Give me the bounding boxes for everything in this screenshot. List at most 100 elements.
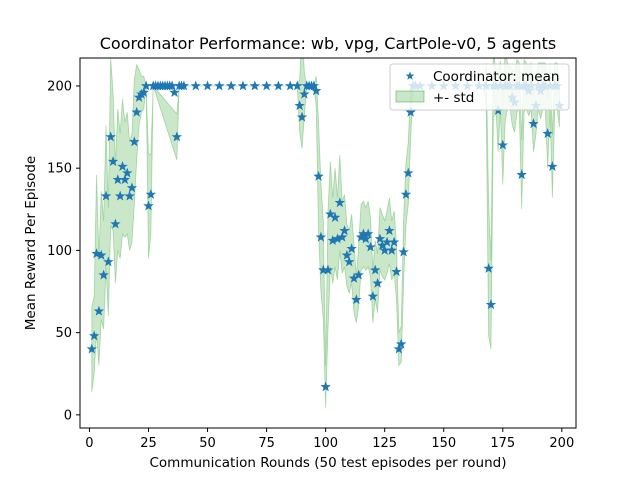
mean-point: [313, 170, 324, 181]
mean-point: [171, 131, 183, 142]
legend-box: [389, 63, 570, 111]
mean-point: [497, 139, 508, 150]
mean-point: [138, 87, 149, 97]
mean-point: [91, 248, 102, 259]
mean-point: [296, 111, 308, 122]
y-axis-label: Mean Reward Per Episode: [23, 156, 39, 330]
chart-title: Coordinator Performance: wb, vpg, CartPo…: [100, 34, 557, 53]
y-tick-label: 0: [64, 408, 72, 423]
x-tick-label: 200: [549, 436, 574, 451]
y-tick-label: 200: [47, 79, 72, 94]
mean-point: [374, 233, 386, 244]
mean-point: [129, 136, 140, 147]
mean-point: [292, 80, 303, 91]
mean-point: [353, 269, 364, 280]
mean-point: [372, 277, 383, 288]
mean-point: [396, 338, 407, 349]
mean-point: [528, 118, 539, 129]
mean-point: [117, 161, 128, 171]
mean-point: [336, 231, 348, 242]
legend-mean-marker: [405, 71, 415, 80]
x-tick-label: 75: [258, 436, 275, 451]
y-axis-ticks: 0 50 100 150 200: [47, 79, 80, 423]
mean-point: [362, 228, 374, 239]
mean-point: [547, 161, 558, 171]
mean-point: [398, 246, 409, 257]
mean-point: [103, 256, 114, 267]
mean-point: [485, 299, 497, 310]
y-tick-label: 50: [55, 326, 72, 341]
mean-point: [315, 231, 327, 242]
x-tick-label: 0: [85, 436, 93, 451]
mean-point: [351, 294, 362, 305]
mean-point: [122, 167, 133, 178]
legend-mean-label: Coordinator: mean: [433, 69, 559, 85]
mean-point: [190, 80, 201, 91]
mean-point: [320, 381, 331, 392]
mean-point: [88, 330, 100, 341]
mean-point: [284, 80, 296, 91]
x-tick-label: 125: [372, 436, 397, 451]
y-tick-label: 100: [47, 244, 72, 259]
mean-point: [100, 190, 112, 201]
mean-point: [341, 249, 353, 260]
mean-point: [483, 263, 494, 273]
x-tick-label: 150: [431, 436, 456, 451]
plot-frame: [79, 57, 577, 429]
mean-point: [86, 343, 98, 354]
mean-point: [393, 343, 405, 354]
legend-std-label: +- std: [433, 90, 474, 106]
legend-std-swatch: [395, 90, 425, 103]
legend: Coordinator: mean +- std: [389, 63, 570, 111]
mean-point: [360, 233, 372, 244]
mean-point: [114, 190, 126, 201]
mean-point: [365, 241, 376, 252]
mean-point: [169, 87, 180, 97]
mean-point: [107, 156, 119, 167]
mean-point: [344, 256, 355, 267]
mean-point: [145, 189, 157, 199]
x-axis-ticks: 0 25 50 75 100 125 150 175 200: [85, 428, 574, 451]
mean-point: [405, 106, 416, 117]
x-tick-label: 25: [140, 436, 157, 451]
mean-point: [110, 218, 121, 229]
mean-point: [339, 225, 350, 236]
mean-point: [225, 80, 237, 91]
mean-point: [261, 80, 272, 91]
mean-point: [516, 169, 527, 180]
x-tick-label: 100: [313, 436, 338, 451]
mean-point: [273, 80, 284, 91]
mean-point: [299, 88, 310, 99]
mean-point: [400, 189, 412, 199]
mean-point: [370, 264, 381, 275]
x-axis-label: Communication Rounds (50 test episodes p…: [150, 455, 507, 471]
mean-point: [119, 174, 131, 185]
mean-point: [143, 200, 154, 211]
mean-point: [214, 80, 225, 91]
mean-point: [93, 305, 105, 316]
mean-point: [237, 80, 249, 91]
mean-point: [367, 290, 379, 301]
x-tick-label: 50: [199, 436, 216, 451]
mean-point: [542, 128, 553, 139]
mean-point: [96, 249, 107, 260]
mean-point: [178, 80, 190, 91]
mean-point: [384, 225, 395, 236]
mean-point: [126, 182, 138, 193]
mean-point: [202, 80, 213, 91]
y-tick-label: 150: [47, 162, 72, 177]
mean-point: [322, 264, 334, 275]
mean-point: [98, 269, 109, 280]
mean-point: [403, 167, 414, 178]
mean-point: [329, 212, 341, 222]
mean-point: [308, 80, 320, 91]
mean-point: [249, 80, 260, 91]
mean-point: [388, 236, 400, 247]
mean-point: [391, 266, 402, 277]
mean-point: [105, 131, 116, 142]
mean-point: [124, 190, 135, 201]
mean-point: [386, 244, 397, 255]
mean-point: [346, 243, 357, 254]
